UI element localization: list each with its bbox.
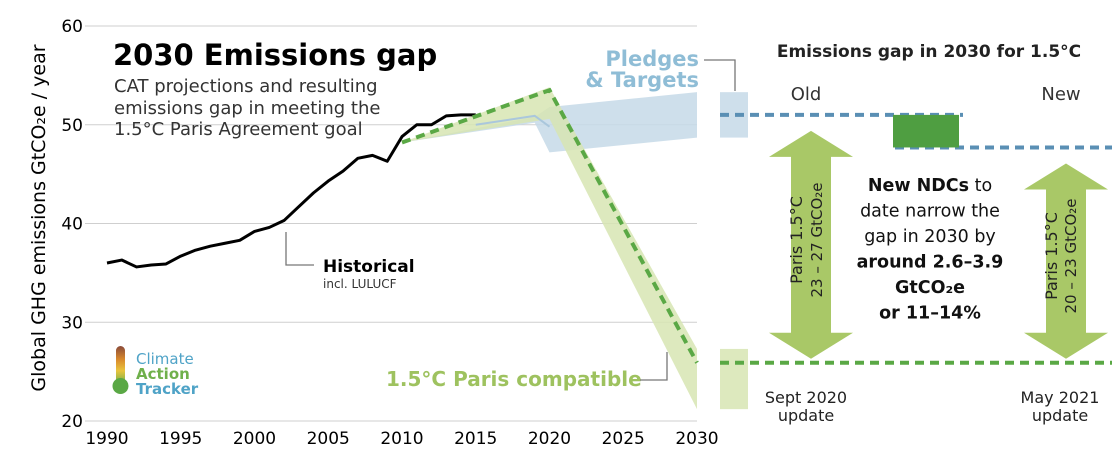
gap-message-segment: New NDCs <box>868 176 969 196</box>
gap-message-line: New NDCs to <box>868 176 992 196</box>
gap-message-line: gap in 2030 by <box>864 227 996 247</box>
y-tick-label: 60 <box>61 17 83 37</box>
gap-old-update-line-1: Sept 2020 <box>765 388 847 407</box>
paris-2030-range-bar <box>720 348 748 410</box>
historical-label: Historical <box>323 257 415 277</box>
series-lines <box>106 87 699 364</box>
logo-line-2: Action <box>136 365 190 383</box>
projection-bands <box>402 87 697 410</box>
gap-old-update-line-2: update <box>778 406 834 425</box>
gap-narrowing-box <box>893 114 959 148</box>
paris-leader-line <box>640 352 668 381</box>
gap-new-arrow-line-2: 20 – 23 GtCO₂e <box>1062 198 1080 313</box>
gap-new-update-line-1: May 2021 <box>1021 388 1100 407</box>
paris-compatible-band <box>402 87 697 410</box>
pledges-leader-line <box>704 59 736 91</box>
gap-message-segment: date narrow the <box>860 202 1000 222</box>
x-tick-label: 2010 <box>380 429 423 449</box>
gap-message-line: date narrow the <box>860 202 1000 222</box>
historical-leader-line <box>285 232 314 266</box>
y-tick-labels: 20 30 40 50 60 <box>61 17 83 432</box>
y-tick-label: 30 <box>61 313 83 333</box>
x-tick-label: 2015 <box>454 429 497 449</box>
pledges-label-line-2: & Targets <box>585 68 699 92</box>
gap-old-arrow-line-2: 23 – 27 GtCO₂e <box>808 182 826 297</box>
gap-panel <box>720 92 1112 410</box>
y-axis-label: Global GHG emissions GtCO₂e / year <box>28 44 50 391</box>
paris-compatible-dashed-line <box>401 87 699 364</box>
x-tick-labels: 1990 1995 2000 2005 2010 2015 2020 2025 2030 <box>85 429 718 449</box>
pledges-label-line-1: Pledges <box>605 47 699 71</box>
gap-message-segment: or 11–14% <box>879 304 981 324</box>
gap-message-segment: to <box>969 176 992 196</box>
historical-line <box>106 113 476 269</box>
y-tick-label: 20 <box>61 412 83 432</box>
pledges-band <box>402 92 697 153</box>
x-tick-label: 2000 <box>233 429 276 449</box>
gap-message: New NDCs to date narrow the gap in 2030 by… <box>857 176 1004 324</box>
y-tick-label: 50 <box>61 116 83 136</box>
y-tick-label: 40 <box>61 215 83 235</box>
gap-message-segment: gap in 2030 by <box>864 227 996 247</box>
gap-old-arrow-line-1: Paris 1.5°C <box>787 196 806 284</box>
x-tick-label: 1990 <box>85 429 128 449</box>
historical-sub-label: incl. LULUCF <box>323 277 397 291</box>
gap-panel-title: Emissions gap in 2030 for 1.5°C <box>777 42 1081 62</box>
chart-subtitle-line-2: emissions gap in meeting the <box>114 98 380 119</box>
chart-title: 2030 Emissions gap <box>113 38 437 72</box>
x-tick-label: 1995 <box>159 429 202 449</box>
gap-message-line: or 11–14% <box>879 304 981 324</box>
new-gap-double-arrow <box>1024 163 1108 359</box>
old-gap-double-arrow <box>769 130 853 359</box>
x-tick-label: 2020 <box>528 429 571 449</box>
logo-line-1: Climate <box>136 350 194 368</box>
x-tick-label: 2025 <box>602 429 645 449</box>
x-tick-label: 2030 <box>675 429 718 449</box>
gap-message-line: GtCO₂e <box>895 278 965 298</box>
gap-message-segment: around 2.6–3.9 <box>857 253 1004 273</box>
gap-message-line: around 2.6–3.9 <box>857 253 1004 273</box>
x-tick-label: 2005 <box>307 429 350 449</box>
gap-new-arrow-line-1: Paris 1.5°C <box>1042 212 1061 300</box>
chart-subtitle-line-1: CAT projections and resulting <box>114 76 378 97</box>
logo-line-3: Tracker <box>136 380 199 398</box>
thermometer-bulb-icon <box>112 378 129 394</box>
gap-new-label: New <box>1041 84 1080 105</box>
paris-compatible-label: 1.5°C Paris compatible <box>386 367 642 391</box>
gap-message-segment: GtCO₂e <box>895 278 965 298</box>
thermometer-icon <box>116 346 125 384</box>
gap-old-label: Old <box>791 84 822 105</box>
pledges-central-line <box>475 114 551 128</box>
gap-new-update-line-2: update <box>1032 406 1088 425</box>
climate-action-tracker-logo: Climate Action Tracker <box>112 346 199 398</box>
chart-subtitle-line-3: 1.5°C Paris Agreement goal <box>114 119 363 140</box>
